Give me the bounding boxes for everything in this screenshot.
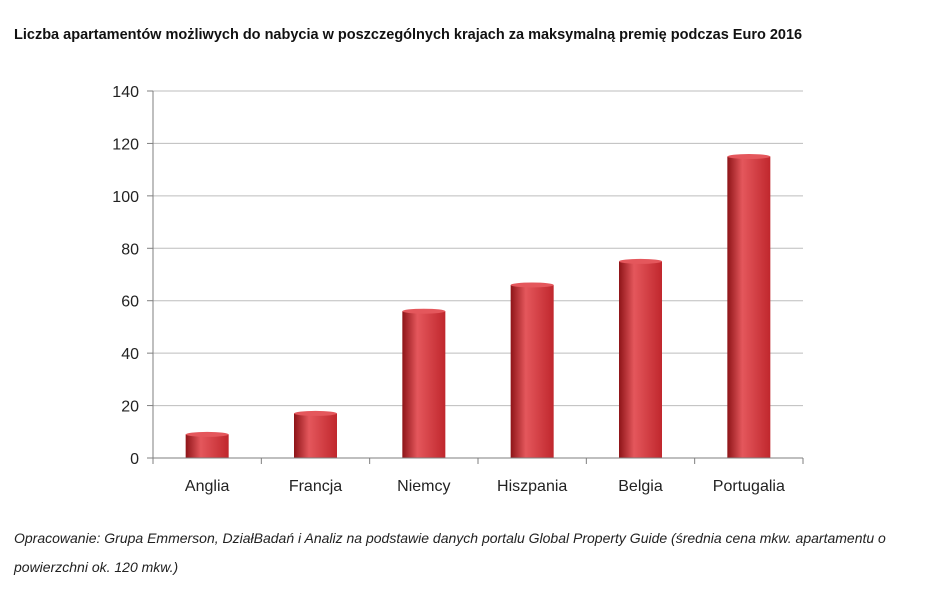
bar-top (510, 282, 554, 288)
bar-top (402, 308, 446, 314)
x-tick-label: Niemcy (397, 478, 450, 495)
x-tick-label: Anglia (185, 478, 230, 495)
bar-top (294, 410, 337, 416)
bar-belgia (619, 258, 662, 458)
y-tick-label: 60 (121, 294, 139, 311)
bar (727, 156, 771, 459)
y-tick-label: 40 (121, 346, 139, 363)
x-tick-label: Belgia (618, 478, 663, 495)
y-tick-label: 80 (121, 241, 139, 258)
bar-anglia (185, 431, 229, 458)
bar-top (619, 258, 662, 264)
y-tick-label: 100 (112, 189, 139, 206)
bar-chart: 0 20 40 60 80 100 120 140 Anglia Francja Niemcy His… (112, 84, 804, 495)
y-tick-label: 0 (130, 451, 139, 468)
bar (619, 261, 662, 458)
bar-top (727, 154, 771, 160)
y-tick-label: 20 (121, 399, 139, 416)
source-footnote: Opracowanie: Grupa Emmerson, DziałBadań … (14, 530, 886, 575)
x-tick-label: Francja (289, 478, 342, 495)
bar (294, 413, 337, 458)
bar-top (185, 431, 229, 437)
bar (402, 311, 446, 458)
x-tick-label: Portugalia (713, 478, 785, 495)
y-tick-label: 120 (112, 136, 139, 153)
x-tick-label: Hiszpania (497, 478, 567, 495)
y-tick-label: 140 (112, 84, 139, 101)
bar (185, 434, 229, 458)
chart-title: Liczba apartamentów możliwych do nabycia… (14, 27, 803, 43)
bar (510, 284, 554, 458)
bar-niemcy (402, 308, 446, 458)
bar-portugalia (727, 154, 771, 459)
bar-francja (294, 410, 337, 458)
bar-hiszpania (510, 282, 554, 458)
